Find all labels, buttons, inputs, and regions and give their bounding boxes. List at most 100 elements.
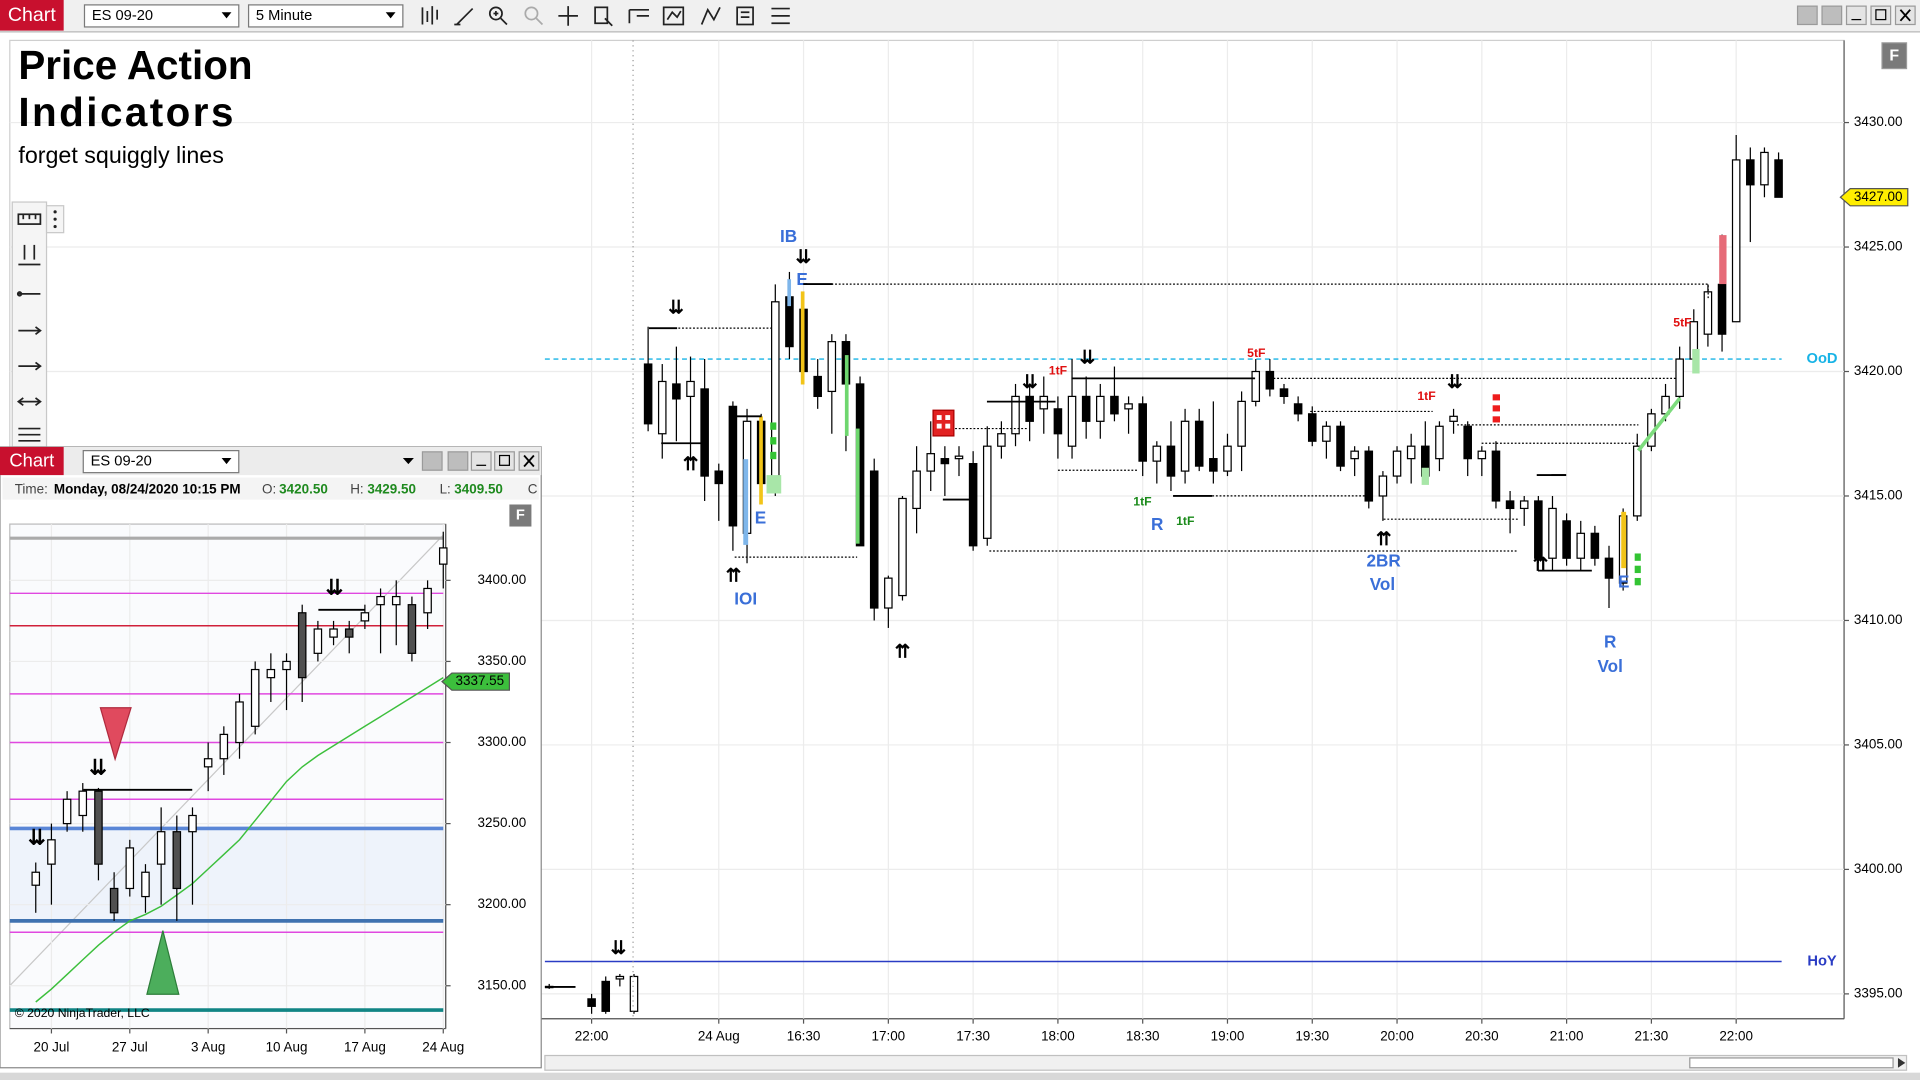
candle-body: [728, 405, 738, 527]
f-button-label[interactable]: F: [516, 507, 525, 523]
toolbar-icons[interactable]: [421, 6, 790, 27]
interval[interactable]: 5 Minute: [256, 8, 312, 24]
info-time: Monday, 08/24/2020 10:15 PM: [54, 481, 241, 496]
annotation: 1tF: [1176, 514, 1195, 528]
x-tick-label: 17 Aug: [344, 1040, 386, 1055]
restore-button[interactable]: [1870, 5, 1892, 26]
annotation: IB: [780, 226, 797, 246]
instrument-select[interactable]: [83, 4, 240, 28]
candle-body: [615, 975, 625, 980]
candle-body: [1110, 395, 1119, 415]
chart-tab[interactable]: [0, 0, 64, 31]
chart-tab-label[interactable]: Chart: [8, 4, 56, 26]
candle-body: [313, 628, 323, 654]
dropdown-arrow: [221, 12, 232, 19]
info-label: C: [528, 481, 538, 496]
info-label: Time:: [15, 481, 48, 496]
minimize-button[interactable]: [470, 451, 492, 471]
candle-body: [629, 975, 639, 1012]
x-tick-label: 20:30: [1465, 1029, 1499, 1044]
tool-icon[interactable]: [18, 427, 41, 442]
candle-body: [1477, 450, 1487, 460]
candle-body: [1548, 507, 1557, 559]
candle-body: [1435, 425, 1444, 460]
inset-instrument[interactable]: ES 09-20: [91, 454, 152, 470]
candle-body: [1053, 408, 1063, 435]
candle-body: [1025, 395, 1034, 422]
y-tick-label: 3425.00: [1854, 239, 1903, 254]
info-label: H:: [350, 481, 363, 496]
candle-body: [1124, 403, 1133, 410]
candle-body: [643, 363, 653, 425]
bar-highlight: [759, 416, 763, 505]
candle-body: [266, 668, 276, 679]
candle-body: [1590, 532, 1600, 559]
tool-icon[interactable]: [17, 213, 42, 225]
interval-select[interactable]: [247, 4, 404, 28]
info-label: L:: [440, 481, 451, 496]
tool-icon[interactable]: [18, 361, 42, 371]
scrollbar[interactable]: [544, 1054, 1908, 1071]
candle-body: [1576, 532, 1586, 559]
f-button[interactable]: [509, 504, 532, 527]
candle-body: [47, 839, 56, 865]
y-tick-label: 3430.00: [1854, 114, 1903, 129]
tool-icon[interactable]: [18, 244, 41, 266]
window-button[interactable]: [1796, 5, 1818, 26]
bar-highlight: [787, 279, 792, 307]
info-open: 3420.50: [279, 481, 328, 496]
instrument[interactable]: ES 09-20: [92, 8, 153, 24]
candle-body: [1251, 370, 1261, 402]
candle-body: [1717, 283, 1727, 335]
inset-tab[interactable]: [0, 446, 64, 476]
candle-body: [407, 604, 417, 654]
tool-icon[interactable]: [18, 326, 42, 335]
f-button[interactable]: [1881, 42, 1908, 70]
bar-highlight: [800, 291, 805, 385]
minimize-button[interactable]: [1845, 5, 1867, 26]
inset-zone: [9, 828, 446, 921]
bar-highlight: [855, 428, 860, 544]
annotation: E: [755, 508, 766, 528]
info-low: 3409.50: [454, 481, 503, 496]
window-button[interactable]: [447, 451, 469, 471]
window-button[interactable]: [1821, 5, 1843, 26]
info-high: 3429.50: [367, 481, 416, 496]
level-solid-lines: [544, 283, 1592, 988]
scroll-arrow[interactable]: [1897, 1057, 1906, 1068]
candle-body: [714, 470, 724, 485]
x-tick-label: 17:30: [956, 1029, 990, 1044]
icon: [1899, 9, 1911, 22]
y-tick-label: 3400.00: [1854, 861, 1903, 876]
overlay-title: Indicators: [18, 89, 236, 135]
tool-icon[interactable]: [16, 397, 42, 406]
candle-body: [954, 455, 964, 460]
window-bottom: [0, 1072, 1920, 1080]
candle-body: [109, 887, 119, 914]
x-tick-label: 16:30: [787, 1029, 821, 1044]
inset-tab-label[interactable]: Chart: [9, 449, 54, 470]
candle-body: [1463, 425, 1472, 460]
candle-body: [1322, 425, 1331, 442]
candle-body: [1519, 500, 1529, 510]
x-tick-label: 17:00: [872, 1029, 906, 1044]
sell-triangle: [99, 707, 132, 762]
x-tick-label: 27 Jul: [112, 1040, 148, 1055]
candle-body: [686, 380, 695, 398]
inset-instrument-select[interactable]: [82, 450, 240, 474]
red-dashes: [1492, 394, 1500, 423]
y-tick-label: 3150.00: [478, 977, 527, 992]
candle-body: [700, 388, 709, 477]
f-button-label[interactable]: F: [1889, 48, 1899, 65]
menu-arrow[interactable]: [402, 457, 414, 465]
candle-body: [1039, 395, 1049, 410]
x-tick-label: 19:30: [1295, 1029, 1329, 1044]
drawing-toolbar: [11, 201, 65, 448]
tool-icon[interactable]: [16, 291, 41, 297]
overlay-subtitle: forget squiggly lines: [18, 142, 224, 168]
window-button[interactable]: [421, 451, 443, 471]
candle-body: [250, 668, 260, 727]
scroll-thumb[interactable]: [1689, 1057, 1894, 1069]
maximize-button[interactable]: [494, 451, 515, 471]
m-marker-bg: [766, 475, 782, 494]
